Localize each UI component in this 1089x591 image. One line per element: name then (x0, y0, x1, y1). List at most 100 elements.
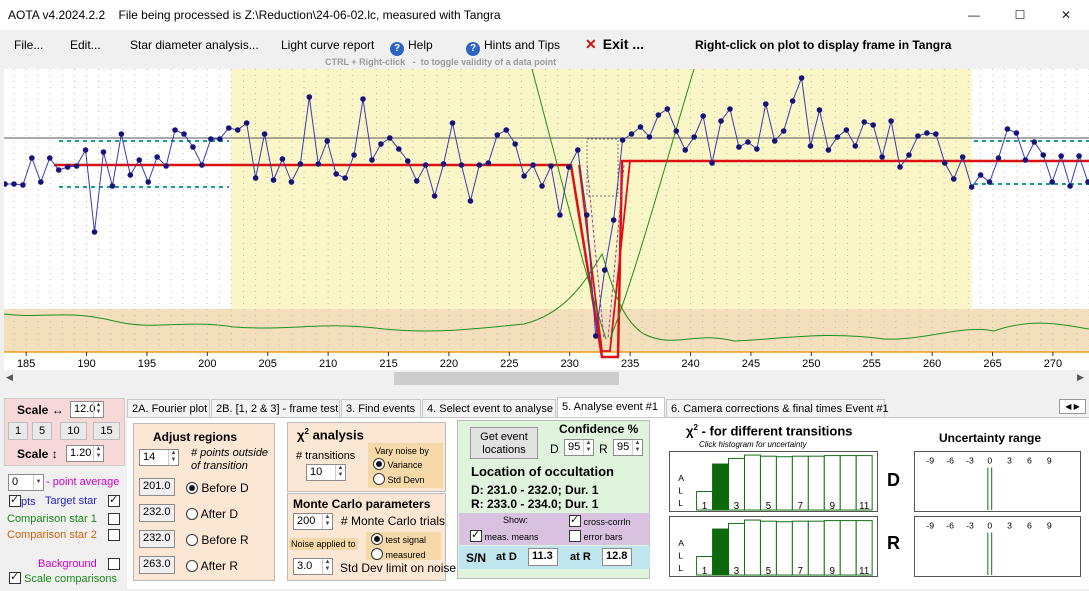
tab-find-events[interactable]: 3. Find events (341, 399, 421, 418)
scroll-right-arrow[interactable]: ▶ (1077, 372, 1084, 382)
histograms-title: χ2 - for different transitions (686, 423, 853, 439)
adjust-regions-title: Adjust regions (153, 430, 238, 444)
confidence-r-input[interactable]: 95 ▲ ▼ (613, 439, 643, 456)
close-button[interactable]: ✕ (1060, 8, 1072, 22)
meas-means-checkbox[interactable]: meas. means (470, 528, 539, 542)
histogram-x-label: 9 (830, 566, 835, 577)
data-point (324, 138, 331, 144)
background-label: Background (38, 558, 97, 570)
menu-star-diameter[interactable]: Star diameter analysis... (130, 38, 259, 52)
scale-1-button[interactable]: 1 (8, 422, 28, 440)
maximize-button[interactable]: ☐ (1014, 8, 1026, 22)
menu-exit[interactable]: ✕ Exit ... (585, 36, 644, 52)
data-point (440, 161, 447, 167)
scale-5-button[interactable]: 5 (32, 422, 52, 440)
data-point (109, 183, 116, 189)
data-point (306, 94, 313, 100)
data-point (190, 144, 196, 150)
confidence-r-label: R (599, 442, 608, 456)
data-point (333, 171, 339, 177)
before-d-radio[interactable]: Before D (186, 481, 249, 495)
minimize-button[interactable]: — (968, 8, 980, 22)
confidence-d-input[interactable]: 95 ▲ ▼ (564, 439, 594, 456)
tab-fourier-plot[interactable]: 2A. Fourier plot (127, 399, 210, 418)
menu-file[interactable]: File... (14, 38, 44, 52)
point-average-select[interactable]: 0 ▼ (8, 474, 44, 491)
variance-radio[interactable]: Variance (373, 458, 422, 470)
uncertainty-tick-label: 6 (1027, 456, 1032, 466)
scroll-left-arrow[interactable]: ◀ (6, 372, 13, 382)
data-point (4, 181, 8, 187)
tab-camera-corrections[interactable]: 6. Camera corrections & final times Even… (666, 399, 889, 418)
cross-corr-checkbox[interactable]: cross-corrln (569, 513, 631, 527)
data-point (38, 179, 44, 185)
x-tick-label: 235 (621, 358, 639, 370)
after-r-radio[interactable]: After R (186, 559, 238, 573)
menu-hints[interactable]: ? Hints and Tips (466, 38, 560, 56)
confidence-d-line (586, 164, 605, 340)
tab-scroll-arrows[interactable]: ◀ ▶ (1059, 399, 1086, 414)
std-limit-input[interactable]: 3.0 ▲ ▼ (293, 558, 333, 575)
tab-frame-test[interactable]: 2B. [1, 2 & 3] - frame test (211, 399, 340, 418)
histogram-r[interactable]: ALL 1 3 5 7 9 11 (669, 516, 878, 577)
scale-15-button[interactable]: 15 (93, 422, 120, 440)
uncertainty-r-plot: -9 -6 -3 0 3 6 9 (914, 516, 1081, 577)
menu-light-curve-report[interactable]: Light curve report (281, 38, 375, 52)
data-point (852, 143, 859, 149)
data-point (208, 136, 214, 142)
tab-analyse-event[interactable]: 5. Analyse event #1 (557, 397, 665, 418)
pts-check[interactable] (9, 493, 21, 507)
transitions-input[interactable]: 10 ▲ ▼ (306, 464, 346, 481)
data-point (754, 146, 760, 152)
light-curve-plot[interactable]: 185 190 195 200 205 210 215 220 225 230 235 240 245 2… (4, 69, 1089, 370)
x-tick-label: 190 (77, 358, 95, 370)
confidence-d-label: D (550, 442, 559, 456)
uncertainty-tick-label: 3 (1007, 521, 1012, 531)
test-signal-radio[interactable]: test signal (371, 533, 426, 545)
scale-10-button[interactable]: 10 (60, 422, 87, 440)
show-options-group: Show: cross-corrln meas. means error bar… (459, 513, 650, 545)
data-point (387, 135, 393, 141)
histogram-d[interactable]: ALL 1 3 5 7 9 11 (669, 451, 878, 512)
points-outside-input[interactable]: 14 ▲ ▼ (139, 449, 179, 466)
menu-edit[interactable]: Edit... (70, 38, 101, 52)
histogram-x-label: 7 (798, 501, 803, 512)
histogram-x-label: 9 (830, 501, 835, 512)
scale-v-input[interactable]: 1.20 ▲ ▼ (66, 445, 104, 462)
vary-noise-label: Vary noise by (375, 446, 429, 456)
uncertainty-tick-label: 0 (987, 456, 992, 466)
at-r-label: at R (570, 551, 591, 563)
before-r-radio[interactable]: Before R (186, 533, 249, 547)
tab-select-event[interactable]: 4. Select event to analyse (422, 399, 556, 418)
after-d-radio[interactable]: After D (186, 507, 238, 521)
measured-radio[interactable]: measured (371, 548, 426, 560)
plot-scrollbar[interactable]: ◀ ▶ (4, 370, 1089, 387)
scroll-thumb[interactable] (394, 372, 619, 385)
uncertainty-tick-label: -9 (926, 521, 934, 531)
std-devn-radio[interactable]: Std Devn (373, 473, 425, 485)
data-point (807, 143, 814, 149)
trials-input[interactable]: 200 ▲ ▼ (293, 513, 333, 530)
data-point (315, 161, 322, 167)
data-point (628, 131, 635, 137)
data-point (485, 160, 492, 166)
scale-h-input[interactable]: 12.0 ▲ ▼ (70, 401, 104, 418)
target-star-checkbox[interactable] (108, 493, 120, 508)
data-point (834, 134, 841, 140)
histogram-bar (807, 455, 825, 511)
transition-label: of transition (191, 460, 248, 472)
menu-help[interactable]: ? Help (390, 38, 433, 56)
comp-star-2-checkbox[interactable] (108, 529, 120, 542)
error-bars-checkbox[interactable]: error bars (569, 530, 623, 542)
pts-checkbox[interactable]: pts (9, 493, 36, 508)
scale-comparisons-checkbox[interactable]: Scale comparisons (9, 570, 117, 585)
comp-star-1-checkbox[interactable] (108, 513, 120, 526)
before-r-value: 232.0 (139, 530, 175, 548)
background-checkbox[interactable] (108, 558, 120, 571)
data-point (780, 128, 787, 134)
data-point (91, 229, 98, 235)
histogram-x-label: 5 (766, 566, 771, 577)
get-event-locations-button[interactable]: Get event locations (470, 427, 538, 459)
x-tick-label: 245 (742, 358, 760, 370)
x-tick-label: 255 (863, 358, 881, 370)
